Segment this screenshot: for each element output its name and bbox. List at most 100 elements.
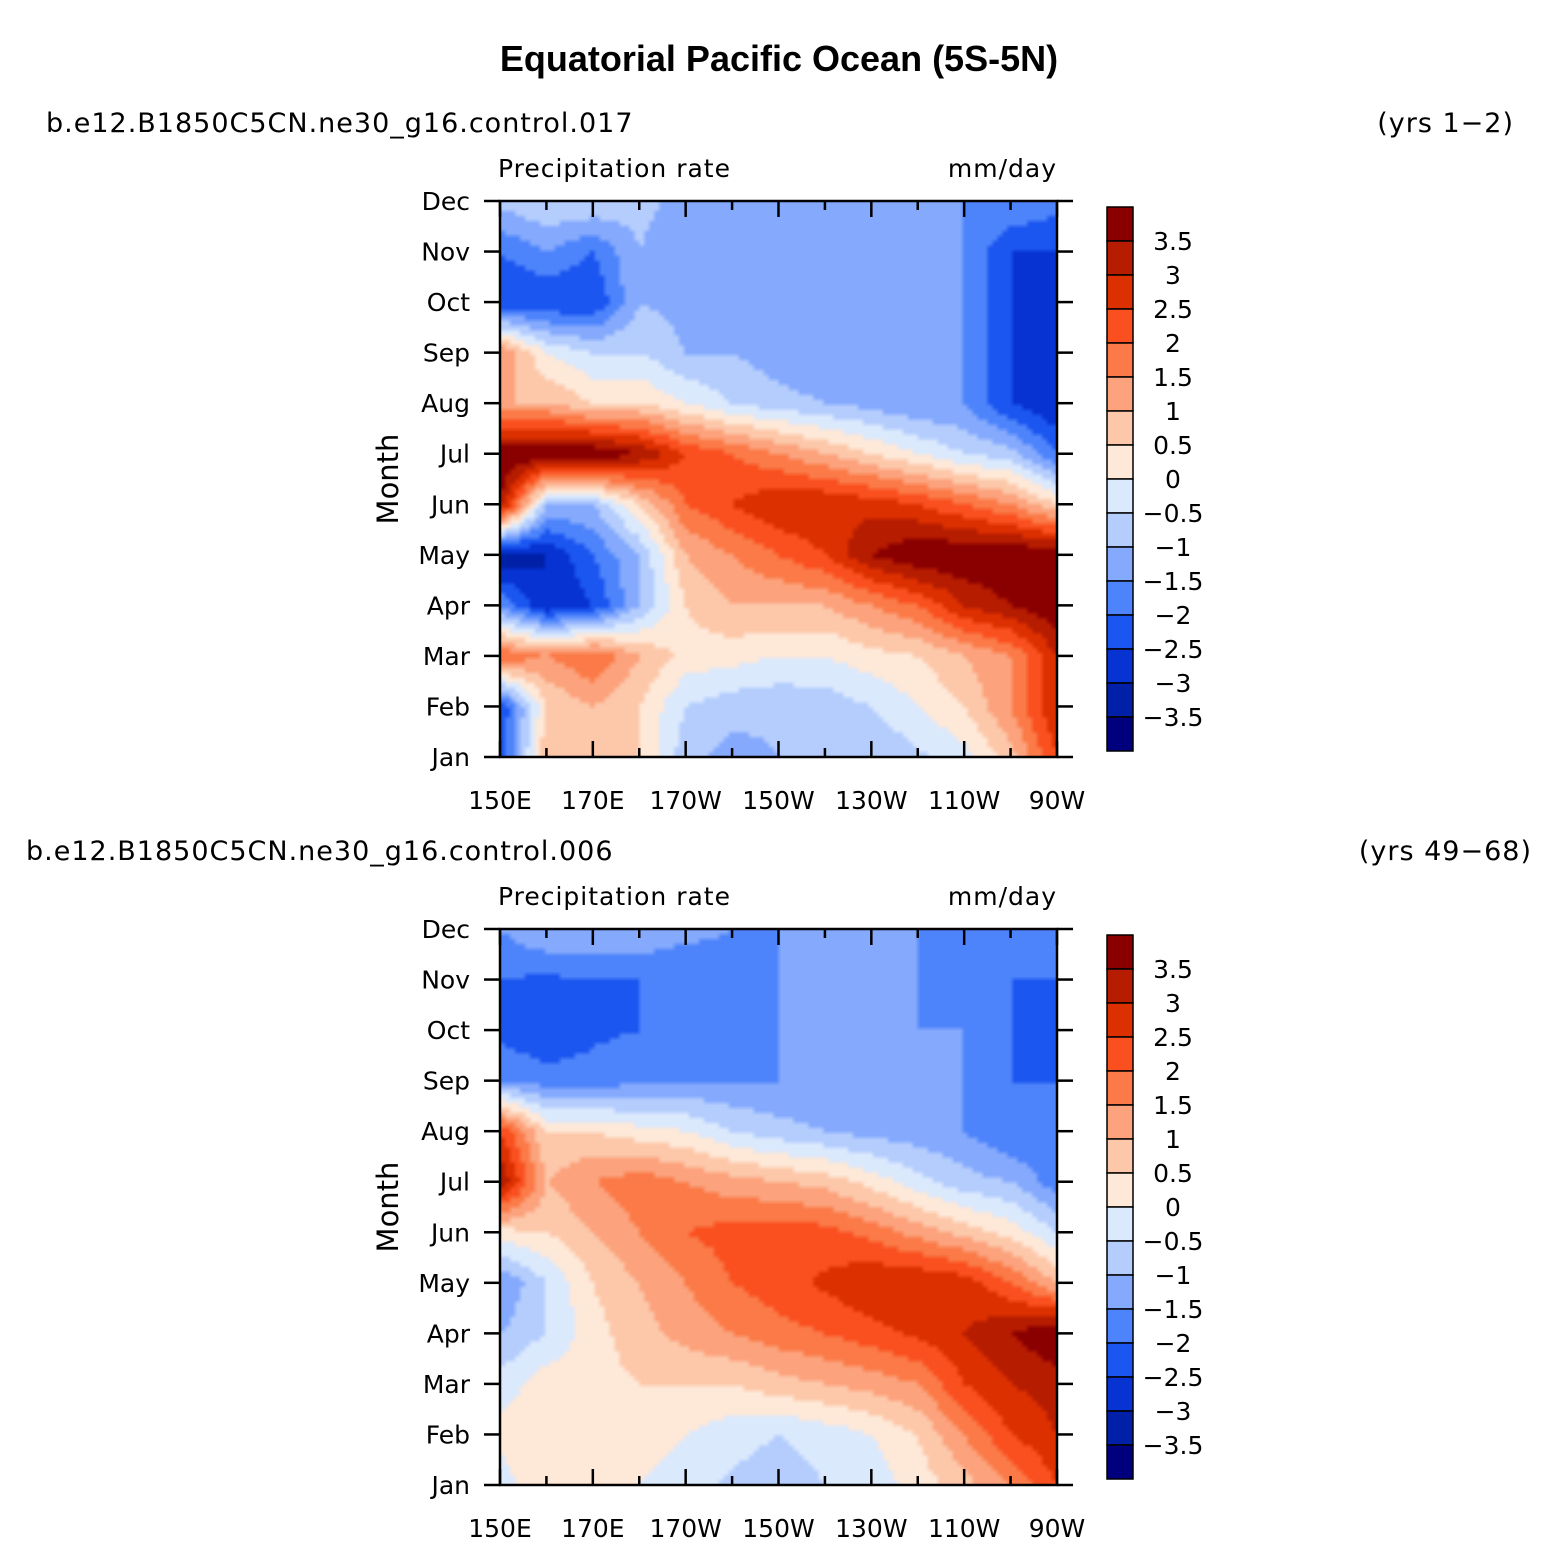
- colorbar-box: [1106, 1104, 1134, 1140]
- y-axis-label: Month: [371, 434, 405, 525]
- y-tick-label: Sep: [423, 339, 470, 368]
- colorbar-label: −2.5: [1143, 1363, 1204, 1392]
- y-tick-label: Jan: [429, 1471, 470, 1500]
- colorbar-label: 1: [1165, 1125, 1181, 1154]
- y-tick-label: Oct: [427, 1016, 470, 1045]
- years-bottom: (yrs 49−68): [1358, 836, 1532, 867]
- units-label: mm/day: [948, 154, 1057, 183]
- colorbar-box: [1106, 1036, 1134, 1072]
- colorbar-box: [1106, 478, 1134, 514]
- colorbar-label: −2.5: [1143, 635, 1204, 664]
- y-tick-label: Mar: [423, 642, 471, 671]
- colorbar-label: −1.5: [1143, 1295, 1204, 1324]
- colorbar-box: [1106, 444, 1134, 480]
- colorbar-label: 1.5: [1153, 1091, 1193, 1120]
- y-tick-label: Jun: [429, 490, 470, 519]
- years-top: (yrs 1−2): [1377, 108, 1514, 139]
- colorbar-box: [1106, 546, 1134, 582]
- colorbar-label: 3: [1165, 261, 1181, 290]
- colorbar-label: −1: [1155, 1261, 1192, 1290]
- colorbar-label: 0: [1165, 465, 1181, 494]
- colorbar-box: [1106, 1342, 1134, 1378]
- y-tick-label: Nov: [421, 966, 470, 995]
- y-tick-label: May: [418, 541, 470, 570]
- x-tick-label: 110W: [928, 786, 1000, 815]
- y-tick-label: Aug: [421, 1117, 470, 1146]
- y-tick-label: Apr: [427, 591, 471, 620]
- precipitation-field: [500, 201, 1057, 757]
- hovmoller-panel-top: 150E 170E 170W 150W 130W 110W 90W Jan Feb Mar Apr M…: [371, 154, 1204, 815]
- colorbar-label: −2: [1155, 1329, 1192, 1358]
- x-tick-label: 170W: [649, 1514, 721, 1543]
- colorbar-box: [1106, 512, 1134, 548]
- colorbar-box: [1106, 648, 1134, 684]
- colorbar-label: 3.5: [1153, 227, 1193, 256]
- y-tick-label: Sep: [423, 1067, 470, 1096]
- colorbar-box: [1106, 934, 1134, 970]
- y-axis-label: Month: [371, 1162, 405, 1253]
- colorbar-label: 3: [1165, 989, 1181, 1018]
- colorbar-box: [1106, 716, 1134, 752]
- y-tick-label: Feb: [426, 692, 470, 721]
- colorbar-box: [1106, 376, 1134, 412]
- colorbar-label: 2.5: [1153, 295, 1193, 324]
- colorbar-box: [1106, 1206, 1134, 1242]
- colorbar-box: [1106, 614, 1134, 650]
- y-tick-label: Jul: [438, 1168, 470, 1197]
- y-tick-label: Jul: [438, 440, 470, 469]
- y-tick-label: Feb: [426, 1420, 470, 1449]
- y-tick-label: Aug: [421, 389, 470, 418]
- colorbar-label: 0.5: [1153, 1159, 1193, 1188]
- colorbar-box: [1106, 968, 1134, 1004]
- colorbar-box: [1106, 1376, 1134, 1412]
- x-tick-label: 150W: [742, 1514, 814, 1543]
- colorbar-box: [1106, 308, 1134, 344]
- case-name-top: b.e12.B1850C5CN.ne30_g16.control.017: [46, 108, 634, 139]
- colorbar-box: [1106, 240, 1134, 276]
- x-tick-label: 150E: [468, 786, 532, 815]
- colorbar-label: 2: [1165, 329, 1181, 358]
- x-tick-label: 90W: [1029, 786, 1086, 815]
- x-tick-label: 170E: [561, 1514, 625, 1543]
- colorbar-label: 1: [1165, 397, 1181, 426]
- case-name-bottom: b.e12.B1850C5CN.ne30_g16.control.006: [26, 836, 614, 867]
- y-tick-label: Jun: [429, 1218, 470, 1247]
- colorbar-box: [1106, 410, 1134, 446]
- colorbar-label: 0.5: [1153, 431, 1193, 460]
- x-tick-label: 170W: [649, 786, 721, 815]
- y-tick-label: Nov: [421, 238, 470, 267]
- colorbar-label: −3: [1155, 669, 1192, 698]
- colorbar-box: [1106, 580, 1134, 616]
- colorbar-label: 0: [1165, 1193, 1181, 1222]
- y-tick-label: Apr: [427, 1319, 471, 1348]
- colorbar-label: −0.5: [1143, 499, 1204, 528]
- colorbar-label: −3: [1155, 1397, 1192, 1426]
- x-tick-label: 150E: [468, 1514, 532, 1543]
- colorbar-box: [1106, 682, 1134, 718]
- colorbar-box: [1106, 1002, 1134, 1038]
- main-title: Equatorial Pacific Ocean (5S-5N): [499, 38, 1059, 79]
- precipitation-field: [500, 929, 1057, 1485]
- colorbar-label: 3.5: [1153, 955, 1193, 984]
- y-tick-label: Oct: [427, 288, 470, 317]
- colorbar-box: [1106, 1410, 1134, 1446]
- colorbar-box: [1106, 1138, 1134, 1174]
- colorbar-box: [1106, 1308, 1134, 1344]
- colorbar-label: 1.5: [1153, 363, 1193, 392]
- x-tick-label: 150W: [742, 786, 814, 815]
- colorbar-box: [1106, 274, 1134, 310]
- y-tick-label: Mar: [423, 1370, 471, 1399]
- x-tick-label: 130W: [835, 1514, 907, 1543]
- y-tick-label: May: [418, 1269, 470, 1298]
- colorbar-label: −3.5: [1143, 703, 1204, 732]
- variable-label: Precipitation rate: [498, 882, 731, 911]
- colorbar-label: −1.5: [1143, 567, 1204, 596]
- colorbar-label: −2: [1155, 601, 1192, 630]
- colorbar-box: [1106, 1070, 1134, 1106]
- colorbar-label: −1: [1155, 533, 1192, 562]
- colorbar-label: 2.5: [1153, 1023, 1193, 1052]
- colorbar-box: [1106, 1444, 1134, 1480]
- x-tick-label: 110W: [928, 1514, 1000, 1543]
- hovmoller-panel-bottom: 150E 170E 170W 150W 130W 110W 90W Jan Feb Mar Apr M…: [371, 882, 1204, 1543]
- x-tick-label: 170E: [561, 786, 625, 815]
